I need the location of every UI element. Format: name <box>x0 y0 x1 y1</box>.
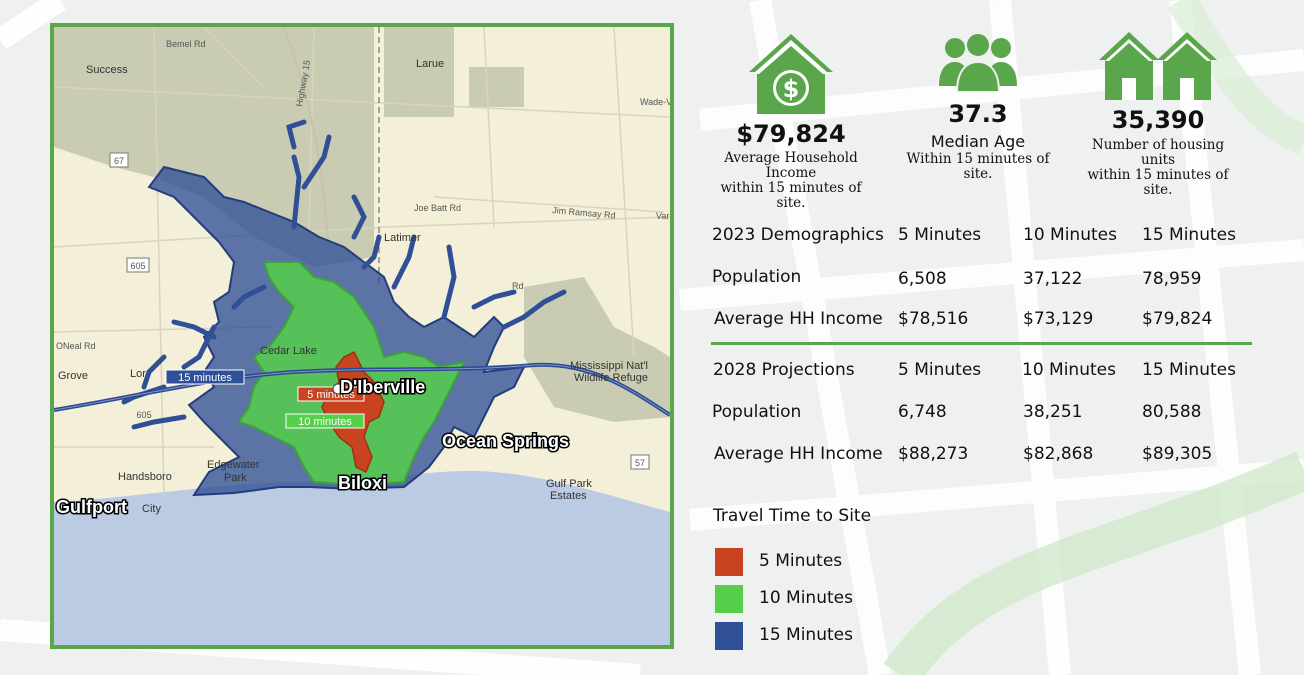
label-refuge-2: Wildlife Refuge <box>574 372 648 384</box>
houses-icon <box>1099 32 1217 100</box>
people-icon <box>939 32 1017 92</box>
stat-housing-caption-2: within 15 minutes of site. <box>1087 167 1229 198</box>
route-shield-57: 57 <box>630 454 650 470</box>
label-edgewater: Edgewater <box>207 459 260 471</box>
label-larue: Larue <box>416 58 444 70</box>
label-gulf-park-estates: Estates <box>550 490 587 502</box>
label-var: Var <box>656 211 669 221</box>
cell-value: 80,588 <box>1142 402 1202 422</box>
label-diberville: D'Iberville <box>340 377 425 397</box>
cell-value: $78,516 <box>898 309 969 329</box>
stat-median-age: 37.3 Median Age Within 15 minutes of sit… <box>898 30 1058 182</box>
stat-age-title: Median Age <box>930 132 1026 151</box>
label-lor: Lor <box>130 368 146 380</box>
col-5-minutes: 5 Minutes <box>898 225 982 245</box>
cell-value: $89,305 <box>1142 444 1213 464</box>
table-divider <box>711 342 1252 345</box>
col-10-minutes: 10 Minutes <box>1023 225 1117 245</box>
label-biloxi: Biloxi <box>338 473 387 493</box>
stat-income-value: $79,824 <box>736 120 846 148</box>
label-grove: Grove <box>58 370 88 382</box>
label-gulf-park: Gulf Park <box>546 478 592 490</box>
cell-value: 78,959 <box>1142 269 1202 289</box>
row-label-population: Population <box>712 267 802 287</box>
cell-value: $73,129 <box>1023 309 1094 329</box>
label-wade: Wade-V <box>640 97 670 107</box>
stat-age-caption: Within 15 minutes of site. <box>906 151 1050 182</box>
zone-label-15: 15 minutes <box>165 369 245 385</box>
row-label-avg-income: Average HH Income <box>714 444 883 464</box>
cell-value: $82,868 <box>1023 444 1094 464</box>
route-shield-605b: 605 <box>136 410 151 420</box>
cell-value: 6,508 <box>898 269 947 289</box>
label-ocean-springs: Ocean Springs <box>442 431 569 451</box>
site-marker-icon[interactable] <box>332 383 344 395</box>
stat-income-caption-2: within 15 minutes of site. <box>720 180 862 211</box>
legend-label-15: 15 Minutes <box>759 625 853 645</box>
stat-housing-value: 35,390 <box>1111 106 1205 134</box>
stat-age-value: 37.3 <box>948 100 1008 128</box>
route-shield-605: 605 <box>126 257 150 273</box>
label-handsboro: Handsboro <box>118 471 172 483</box>
label-gulfport: Gulfport <box>56 497 127 517</box>
label-park: Park <box>224 472 247 484</box>
legend-label-5: 5 Minutes <box>759 551 843 571</box>
label-bemel-rd: Bemel Rd <box>166 39 206 49</box>
cell-value: 38,251 <box>1023 402 1083 422</box>
stat-housing-caption-1: Number of housing units <box>1091 137 1225 168</box>
col-10-minutes: 10 Minutes <box>1022 360 1116 380</box>
label-rd: Rd <box>512 281 524 291</box>
map[interactable]: 67 605 605 57 Success Larue Wade-V Latim… <box>50 23 674 649</box>
label-cedar-lake: Cedar Lake <box>260 345 317 357</box>
gulf-water <box>54 470 670 645</box>
legend-swatch-10 <box>715 585 743 613</box>
row-label-avg-income: Average HH Income <box>714 309 883 329</box>
label-oneal: ONeal Rd <box>56 341 96 351</box>
cell-value: $79,824 <box>1142 309 1213 329</box>
cell-value: 6,748 <box>898 402 947 422</box>
col-15-minutes: 15 Minutes <box>1142 225 1236 245</box>
svg-text:15 minutes: 15 minutes <box>178 372 232 384</box>
stat-housing-units: 35,390 Number of housing units within 15… <box>1076 30 1240 198</box>
label-refuge: Mississippi Nat'l <box>570 360 648 372</box>
label-latimer: Latimer <box>384 232 421 244</box>
svg-text:67: 67 <box>114 156 124 166</box>
label-city: City <box>142 503 161 515</box>
zone-label-5: 5 minutes <box>297 386 365 402</box>
house-dollar-icon: $ <box>749 34 833 114</box>
svg-text:605: 605 <box>130 261 145 271</box>
table-2023-title: 2023 Demographics <box>712 225 884 245</box>
zone-label-10: 10 minutes <box>285 413 365 429</box>
wildlife-refuge-area <box>524 277 670 422</box>
svg-text:57: 57 <box>635 458 645 468</box>
svg-text:5 minutes: 5 minutes <box>307 389 355 401</box>
col-5-minutes: 5 Minutes <box>898 360 982 380</box>
svg-text:605: 605 <box>136 410 151 420</box>
cell-value: 37,122 <box>1023 269 1083 289</box>
svg-text:10 minutes: 10 minutes <box>298 416 352 428</box>
legend-title: Travel Time to Site <box>713 506 872 526</box>
forest-area-2 <box>469 67 524 107</box>
label-success: Success <box>86 64 128 76</box>
legend-swatch-5 <box>715 548 743 576</box>
legend-label-10: 10 Minutes <box>759 588 853 608</box>
stat-household-income: $ $79,824 Average Household Income withi… <box>706 30 876 211</box>
col-15-minutes: 15 Minutes <box>1142 360 1236 380</box>
table-2028-title: 2028 Projections <box>713 360 855 380</box>
stat-income-caption-1: Average Household Income <box>724 150 858 181</box>
label-joe-batt-rd: Joe Batt Rd <box>414 203 461 213</box>
route-shield-67: 67 <box>109 152 129 168</box>
svg-text:$: $ <box>783 75 800 103</box>
forest-area <box>384 27 454 117</box>
legend-swatch-15 <box>715 622 743 650</box>
cell-value: $88,273 <box>898 444 969 464</box>
row-label-population: Population <box>712 402 802 422</box>
